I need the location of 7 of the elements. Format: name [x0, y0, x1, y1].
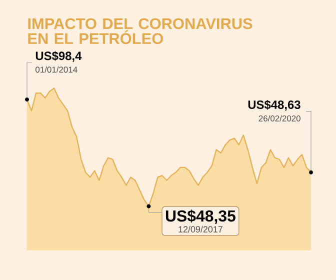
- chart-title: IMPACTO DEL CORONAVIRUS EN EL PETRÓLEO: [28, 18, 252, 44]
- text: US$98,4: [36, 51, 82, 62]
- annotation: 26/02/2020: [258, 115, 300, 122]
- annotation: US$48,63: [248, 100, 300, 111]
- annotation: 12/09/2017: [178, 226, 222, 232]
- text: 01/01/2014: [36, 66, 78, 73]
- annotation: US$48,35: [166, 210, 236, 224]
